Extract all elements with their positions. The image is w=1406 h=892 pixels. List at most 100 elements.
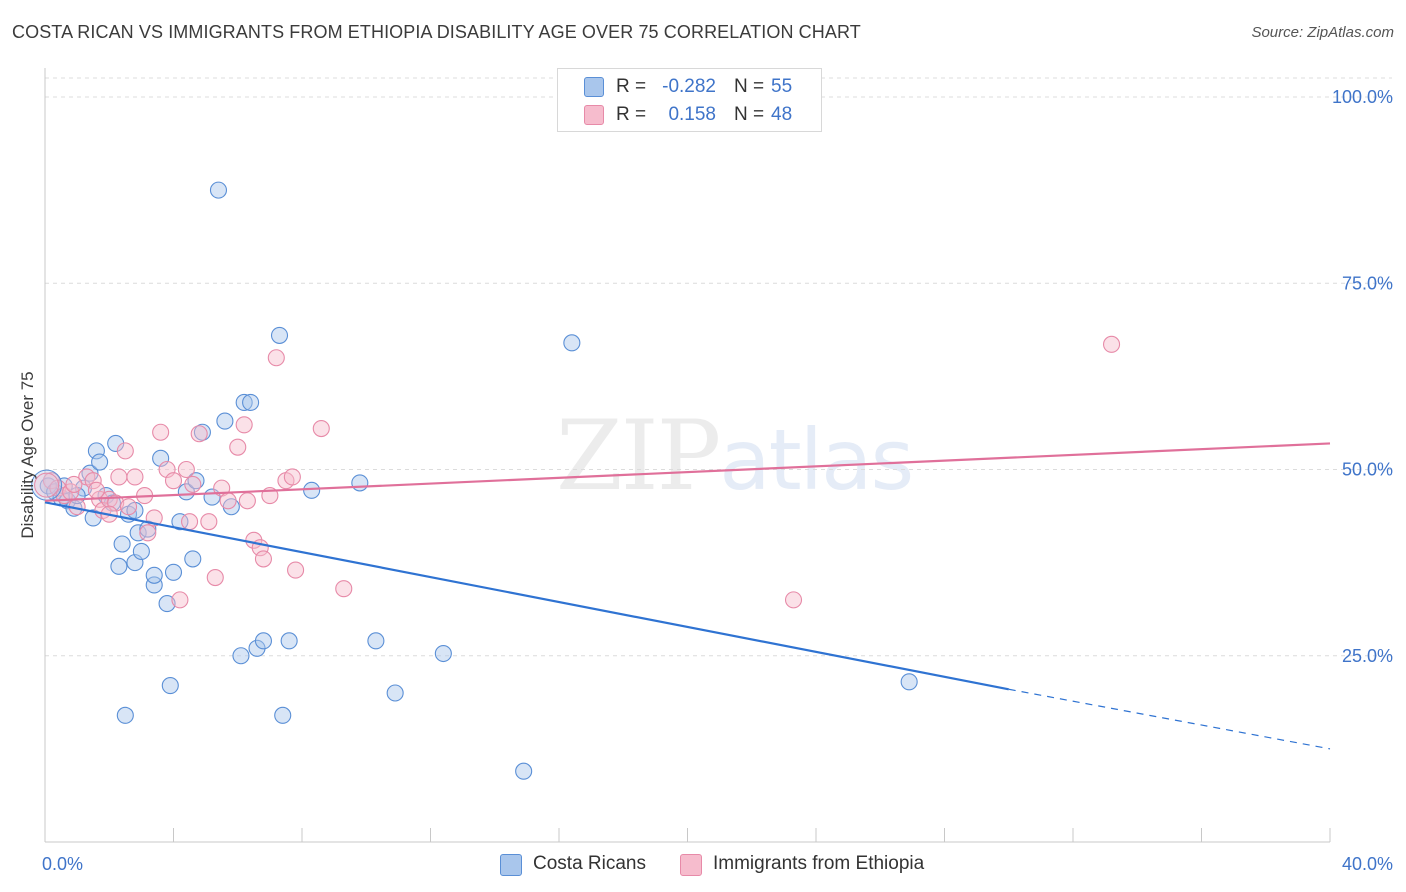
n-label: N =	[734, 76, 765, 97]
point-costa-rican	[563, 334, 581, 352]
point-ethiopia	[184, 475, 202, 493]
watermark: ZIPatlas	[556, 400, 914, 512]
point-costa-rican	[303, 481, 321, 499]
point-costa-rican	[171, 513, 189, 531]
point-ethiopia	[126, 468, 144, 486]
point-cluster-ethiopia	[34, 472, 60, 498]
point-ethiopia	[84, 472, 102, 490]
point-ethiopia	[65, 475, 83, 493]
point-ethiopia	[110, 468, 128, 486]
grid-layer	[45, 77, 1392, 657]
point-costa-rican	[386, 684, 404, 702]
point-ethiopia	[177, 460, 195, 479]
point-ethiopia	[229, 438, 247, 456]
r-label: R =	[616, 104, 647, 125]
point-costa-rican	[116, 706, 134, 724]
point-ethiopia	[200, 513, 218, 531]
point-ethiopia	[235, 416, 253, 434]
point-ethiopia	[283, 468, 301, 486]
point-costa-rican	[164, 563, 183, 581]
point-ethiopia	[206, 568, 224, 587]
point-ethiopia	[87, 481, 105, 499]
point-ethiopia	[116, 442, 134, 460]
point-costa-rican	[232, 647, 250, 665]
point-costa-rican	[280, 632, 298, 650]
point-costa-rican	[515, 762, 533, 780]
point-ethiopia	[254, 550, 273, 568]
n-label: N =	[734, 104, 765, 125]
r-value: -0.282	[662, 76, 716, 97]
point-ethiopia	[181, 513, 199, 531]
point-costa-rican	[351, 474, 369, 492]
legend-label: Immigrants from Ethiopia	[713, 853, 925, 874]
legend-label: Costa Ricans	[533, 853, 646, 874]
trend-layer	[44, 442, 1331, 750]
point-costa-rican	[254, 632, 273, 650]
legend-swatch-blue	[500, 854, 522, 876]
point-costa-rican	[145, 576, 163, 594]
point-costa-rican	[87, 442, 105, 460]
point-costa-rican	[235, 393, 253, 412]
point-ethiopia	[267, 349, 285, 367]
watermark-zip: ZIP	[556, 400, 721, 512]
legend-swatch-pink	[584, 105, 604, 125]
point-costa-rican	[145, 566, 163, 584]
point-ethiopia	[335, 580, 353, 598]
point-ethiopia	[784, 591, 803, 609]
point-ethiopia	[219, 492, 237, 510]
point-ethiopia	[1103, 335, 1121, 353]
point-costa-rican	[434, 644, 452, 663]
point-ethiopia	[164, 472, 183, 490]
y-tick-label: 50.0%	[1342, 460, 1393, 480]
point-costa-rican	[184, 550, 202, 568]
legend-swatch-pink	[680, 854, 702, 876]
trendline-ethiopia	[44, 442, 1331, 502]
trendline-costa-ricans-extension	[1008, 688, 1331, 750]
point-costa-rican	[242, 393, 260, 412]
n-value: 55	[771, 76, 793, 97]
point-ethiopia	[139, 524, 157, 542]
point-costa-rican	[110, 557, 128, 575]
y-axis-label: Disability Age Over 75	[18, 371, 37, 538]
point-ethiopia	[152, 423, 170, 441]
point-costa-rican	[129, 524, 147, 542]
legend-row-ethiopia: R = 0.158 N = 48	[558, 101, 821, 127]
point-costa-rican	[900, 673, 918, 691]
point-ethiopia	[119, 498, 138, 516]
point-costa-rican	[158, 595, 176, 613]
y-tick-label: 75.0%	[1342, 273, 1393, 293]
x-tick-label: 40.0%	[1342, 854, 1393, 874]
point-costa-rican	[270, 326, 289, 344]
legend-swatch-blue	[584, 77, 604, 97]
point-ethiopia	[312, 419, 330, 438]
trendline-costa-ricans	[44, 501, 1009, 691]
points-layer	[31, 181, 1121, 780]
r-value: 0.158	[668, 104, 716, 125]
n-value: 48	[771, 104, 793, 125]
point-costa-rican	[91, 453, 109, 471]
point-costa-rican	[132, 542, 150, 561]
point-ethiopia	[238, 492, 256, 510]
point-ethiopia	[287, 561, 305, 579]
point-ethiopia	[171, 591, 189, 609]
point-costa-rican	[274, 706, 292, 724]
point-costa-rican	[367, 632, 385, 650]
point-ethiopia	[190, 425, 208, 443]
legend-row-costa-ricans: R = -0.282 N = 55	[558, 73, 821, 99]
y-tick-label: 25.0%	[1342, 646, 1393, 666]
y-tick-label: 100.0%	[1332, 87, 1393, 107]
series-legend: Costa Ricans Immigrants from Ethiopia	[0, 852, 1406, 878]
axis-layer	[44, 68, 1331, 843]
watermark-atlas: atlas	[719, 411, 914, 509]
source-label: Source: ZipAtlas.com	[1251, 24, 1394, 41]
x-tick-label: 0.0%	[42, 854, 83, 874]
correlation-legend: R = -0.282 N = 55 R = 0.158 N = 48	[557, 68, 822, 132]
r-label: R =	[616, 76, 647, 97]
point-costa-rican	[216, 412, 234, 430]
point-costa-rican	[209, 181, 228, 199]
label-layer: 25.0% 50.0% 75.0% 100.0% 0.0% 40.0% Disability…	[18, 87, 1393, 874]
point-costa-rican	[113, 535, 131, 553]
point-costa-rican	[161, 676, 179, 695]
chart-title: COSTA RICAN VS IMMIGRANTS FROM ETHIOPIA …	[12, 22, 861, 42]
